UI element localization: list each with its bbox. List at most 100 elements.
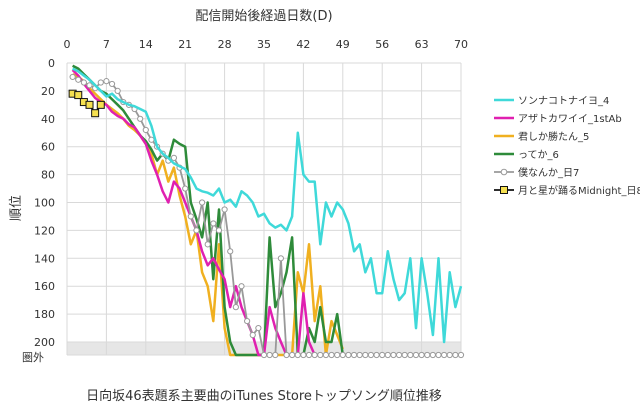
y-tick-label: 20 [41,85,55,98]
x-tick-label: 28 [218,38,232,51]
data-point [294,351,301,359]
data-point [322,351,330,359]
legend: ソンナコトナイヨ_4 アザトカワイイ_1stAb 君しか勝たん_5 ってか_6 僕なんか… [494,95,640,197]
legend-label: アザトカワイイ_1stAb [518,113,622,125]
y-tick-label: 200 [34,336,55,349]
data-point [232,304,239,311]
data-point [373,351,380,359]
x-tick-label: 35 [257,38,271,51]
y-axis-title: 順位 [9,195,24,221]
data-point [424,351,431,359]
data-point [328,351,335,359]
data-point [148,136,155,143]
x-tick-label: 7 [103,38,110,51]
data-point [407,351,414,359]
data-point [193,227,200,234]
data-point [187,213,194,220]
data-point [441,351,448,359]
data-point [446,351,453,359]
data-point [227,248,234,255]
data-point [255,324,262,332]
data-point [74,91,83,100]
data-point [395,351,403,359]
x-axis-title: 配信開始後経過日数(D) [195,9,332,24]
legend-label: 君しか勝たん_5 [518,130,589,143]
data-point [204,241,211,248]
data-point [137,115,144,122]
legend-marker [500,168,508,176]
x-tick-label: 49 [336,38,350,51]
grid [66,62,462,356]
data-point [86,82,93,89]
data-point [339,351,346,359]
y-tick-label: 60 [41,141,55,154]
y-tick-label: 40 [41,113,55,126]
data-point [289,351,296,359]
series-group [68,64,465,359]
data-point [457,351,465,359]
data-point [182,185,189,192]
data-point [142,126,149,134]
y-tick-label: 160 [34,280,55,293]
data-point [300,351,307,359]
data-point [96,100,105,109]
x-tick-label: 56 [375,38,389,51]
data-point [305,351,313,359]
out-of-chart-label: 圏外 [22,351,44,364]
data-point [221,206,228,213]
data-point [114,87,121,95]
data-point [272,351,279,359]
data-point [362,351,369,359]
data-point [356,351,363,359]
x-tick-labels: 0 7 14 21 28 35 42 49 56 63 70 [64,38,469,51]
data-point [277,255,284,262]
y-tick-label: 140 [34,252,55,265]
data-point [108,80,116,88]
y-tick-label: 120 [34,224,55,237]
data-point [412,351,420,359]
data-point [210,220,217,227]
data-point [266,351,273,359]
legend-label: 僕なんか_日7 [518,166,579,179]
data-point [69,73,76,81]
x-tick-label: 63 [415,38,429,51]
data-point [80,79,87,86]
data-point [283,351,290,359]
data-point [334,351,341,359]
data-point [249,331,256,339]
data-point [429,351,436,359]
legend-label: 月と星が踊るMidnight_日8 [518,184,640,197]
data-point [244,317,251,325]
x-tick-label: 0 [64,38,71,51]
data-point [452,351,459,359]
data-point [379,351,386,359]
legend-label: ソンナコトナイヨ_4 [518,95,609,107]
x-tick-label: 70 [454,38,468,51]
x-tick-label: 21 [178,38,192,51]
data-point [350,351,358,359]
data-point [170,154,178,161]
data-point [215,227,223,234]
data-point [317,351,324,359]
x-tick-label: 42 [296,38,310,51]
data-point [85,100,94,109]
data-point [384,351,391,359]
data-point [198,199,206,206]
data-point [97,79,104,86]
y-tick-labels: 0 20 40 60 80 100 120 140 160 180 200 [34,57,55,349]
data-point [75,76,82,83]
data-point [260,351,268,359]
series-line-3 [72,73,344,357]
data-point [435,351,442,359]
y-tick-label: 100 [34,197,55,210]
data-point [238,283,245,290]
series-line-1 [72,67,463,344]
legend-label: ってか_6 [518,149,559,161]
data-point [390,351,397,359]
data-point [367,351,375,359]
y-tick-label: 0 [48,57,55,70]
data-point [103,78,110,85]
data-point [345,351,352,359]
data-point [311,351,318,359]
